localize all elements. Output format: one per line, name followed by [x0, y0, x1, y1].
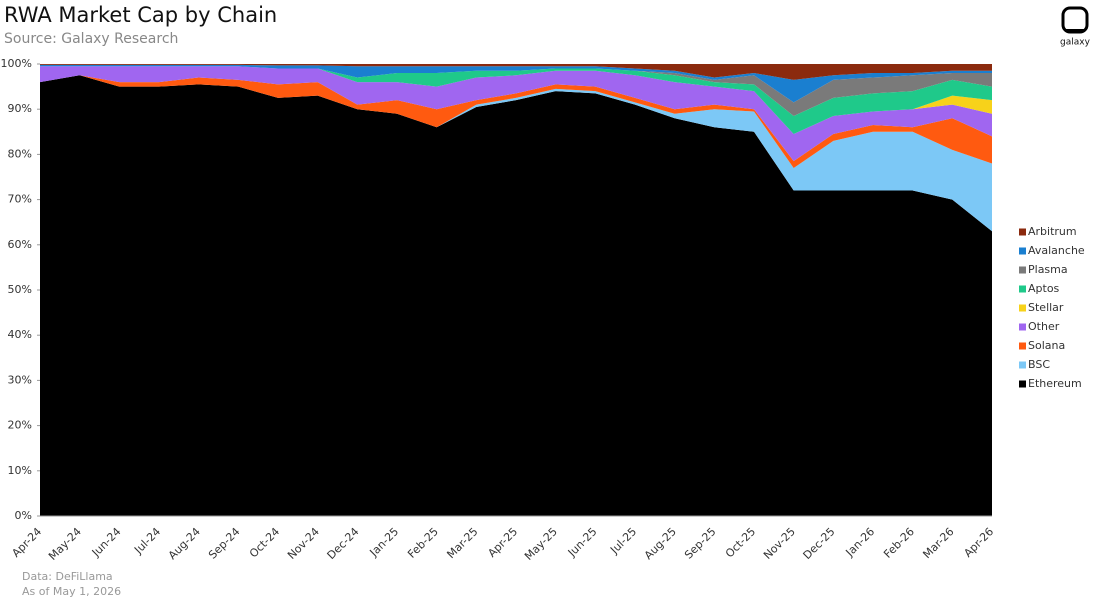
area [40, 66, 992, 116]
x-tick-label: Aug-25 [642, 525, 679, 562]
x-tick-label: Jan-25 [367, 525, 402, 560]
x-tick-label: Mar-26 [920, 525, 956, 561]
legend-label: Solana [1028, 339, 1065, 352]
logo-icon [1061, 6, 1089, 34]
x-tick-label: Apr-26 [961, 525, 996, 560]
logo-text: galaxy [1060, 38, 1091, 48]
area [40, 64, 992, 103]
x-tick-label: Apr-24 [9, 525, 44, 560]
x-tick-label: Jun-24 [89, 525, 124, 560]
y-tick-label: 60% [8, 238, 32, 251]
x-tick-label: Nov-25 [761, 525, 798, 562]
legend-swatch [1019, 342, 1026, 350]
note: Data: DeFiLlama [22, 570, 113, 583]
x-tick-label: Jan-26 [843, 525, 878, 560]
note: As of May 1, 2026 [22, 585, 121, 598]
chart-subtitle: Source: Galaxy Research [4, 31, 178, 47]
x-tick-label: Dec-25 [801, 525, 838, 562]
y-tick-label: 80% [8, 147, 32, 160]
y-tick-label: 10% [8, 464, 32, 477]
area [40, 75, 992, 168]
legend-label: Aptos [1028, 282, 1060, 295]
x-tick-label: Aug-24 [166, 525, 203, 562]
area [40, 64, 992, 80]
y-tick-label: 30% [8, 373, 32, 386]
legend-swatch [1019, 304, 1026, 312]
y-tick-label: 0% [15, 509, 32, 522]
legend-label: Arbitrum [1028, 225, 1077, 238]
x-tick-label: Jul-24 [131, 525, 163, 557]
x-tick-label: Oct-25 [723, 525, 758, 560]
y-tick-label: 70% [8, 193, 32, 206]
legend-label: BSC [1028, 358, 1050, 371]
x-tick-label: Jun-25 [565, 525, 600, 560]
x-tick-label: Dec-24 [325, 525, 362, 562]
chart-title: RWA Market Cap by Chain [4, 3, 277, 27]
x-tick-label: May-24 [46, 525, 84, 563]
legend-label: Plasma [1028, 263, 1068, 276]
x-tick-label: Nov-24 [285, 525, 322, 562]
x-tick-label: Apr-25 [485, 525, 520, 560]
legend-label: Stellar [1028, 301, 1064, 314]
area [40, 75, 992, 517]
legend-swatch [1019, 380, 1026, 388]
y-tick-label: 90% [8, 102, 32, 115]
legend-label: Ethereum [1028, 377, 1082, 390]
logo-bar [1065, 29, 1085, 32]
x-tick-label: May-25 [522, 525, 560, 563]
legend-swatch [1019, 266, 1026, 274]
legend-swatch [1019, 361, 1026, 369]
legend-swatch [1019, 323, 1026, 331]
area [40, 75, 992, 232]
y-tick-label: 50% [8, 283, 32, 296]
x-tick-label: Jul-25 [607, 525, 639, 557]
y-tick-label: 40% [8, 328, 32, 341]
y-tick-label: 20% [8, 419, 32, 432]
area [40, 66, 992, 162]
legend-label: Other [1028, 320, 1060, 333]
x-tick-label: Sep-25 [682, 525, 719, 562]
x-tick-label: Oct-24 [247, 525, 282, 560]
x-tick-label: Feb-26 [881, 525, 917, 561]
y-tick-label: 100% [1, 57, 32, 70]
legend-label: Avalanche [1028, 244, 1085, 257]
x-tick-label: Sep-24 [206, 525, 243, 562]
x-tick-label: Feb-25 [405, 525, 441, 561]
x-tick-label: Mar-25 [444, 525, 480, 561]
legend-swatch [1019, 228, 1026, 236]
legend-swatch [1019, 247, 1026, 255]
legend-swatch [1019, 285, 1026, 293]
